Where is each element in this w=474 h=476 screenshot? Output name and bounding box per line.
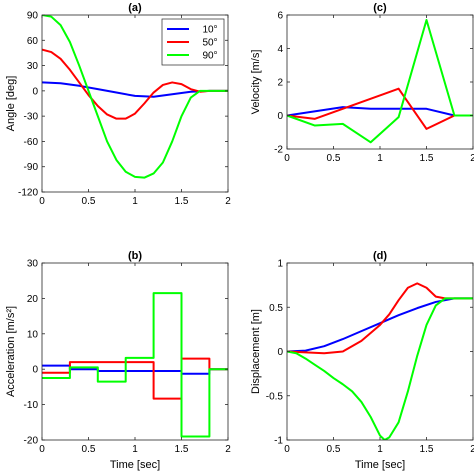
legend-label: 50° — [202, 38, 217, 49]
y-tick-label: 1 — [277, 259, 283, 270]
y-axis-label: Acceleration [m/s²] — [5, 306, 17, 397]
y-tick-label: 0.5 — [269, 303, 283, 314]
y-tick-label: 0 — [32, 365, 38, 376]
y-tick-label: -2 — [274, 145, 283, 156]
panel-title: (a) — [128, 2, 142, 14]
x-tick-label: 1.5 — [420, 444, 434, 455]
x-tick-label: 1 — [132, 444, 138, 455]
x-tick-label: 0.5 — [327, 444, 341, 455]
y-tick-label: 4 — [277, 44, 283, 55]
y-tick-label: -0.5 — [266, 391, 284, 402]
x-tick-label: 0.5 — [327, 153, 341, 164]
y-tick-label: -30 — [24, 112, 39, 123]
legend: 10° 50° 90° — [161, 18, 225, 66]
x-tick-label: 0 — [39, 196, 45, 207]
legend-label: 90° — [202, 51, 217, 62]
series-line-d-2 — [287, 282, 473, 355]
y-tick-label: -10 — [24, 400, 39, 411]
x-tick-label: 0.5 — [82, 196, 96, 207]
plot-area — [42, 263, 228, 440]
y-axis-label: Angle [deg] — [5, 76, 17, 132]
y-tick-label: -120 — [18, 188, 38, 199]
x-tick-label: 2 — [225, 196, 231, 207]
x-axis-label: Time [sec] — [355, 459, 405, 471]
series-line-c-3 — [287, 19, 473, 144]
x-tick-label: 0 — [284, 153, 290, 164]
x-tick-label: 2 — [470, 153, 474, 164]
x-axis-label: Time [sec] — [110, 459, 160, 471]
y-tick-label: -20 — [24, 436, 39, 447]
panel-title: (c) — [373, 2, 387, 14]
plot-area — [287, 263, 473, 440]
y-tick-label: 60 — [27, 36, 39, 47]
x-tick-label: 1.5 — [175, 444, 189, 455]
y-tick-label: 0 — [277, 347, 283, 358]
y-tick-label: 0 — [277, 111, 283, 122]
x-tick-label: 2 — [225, 444, 231, 455]
x-tick-label: 0 — [39, 444, 45, 455]
x-tick-label: 1.5 — [175, 196, 189, 207]
legend-label: 10° — [202, 25, 217, 36]
panel-title: (b) — [128, 250, 142, 262]
y-tick-label: 10 — [27, 329, 39, 340]
y-tick-label: -60 — [24, 137, 39, 148]
plot-area — [287, 15, 473, 149]
y-tick-label: 30 — [27, 259, 39, 270]
series-line-a-3 — [42, 15, 228, 179]
series-line-b-3 — [42, 292, 228, 438]
x-tick-label: 0 — [284, 444, 290, 455]
series-line-a-2 — [42, 48, 228, 120]
y-tick-label: 2 — [277, 78, 283, 89]
x-tick-label: 2 — [470, 444, 474, 455]
y-tick-label: 0 — [32, 86, 38, 97]
x-tick-label: 1 — [377, 153, 383, 164]
series-line-d-3 — [287, 297, 473, 440]
panel-a: 0 0.5 1 1.5 2 -120 -90 -60 -30 0 30 60 90 (a) Angle [d… — [5, 2, 231, 207]
x-tick-label: 0.5 — [82, 444, 96, 455]
panel-b: 0 0.5 1 1.5 2 -20 -10 0 10 20 30 (b) Acceleration [m… — [5, 250, 231, 471]
y-tick-label: 90 — [27, 11, 39, 22]
y-tick-label: -90 — [24, 162, 39, 173]
y-tick-label: -1 — [274, 436, 283, 447]
y-tick-label: 6 — [277, 11, 283, 22]
x-tick-label: 1.5 — [420, 153, 434, 164]
x-tick-label: 1 — [132, 196, 138, 207]
x-tick-label: 1 — [377, 444, 383, 455]
panel-d: 0 0.5 1 1.5 2 -1 -0.5 0 0.5 1 (d) Displacement [m] T… — [250, 250, 474, 471]
y-tick-label: 20 — [27, 294, 39, 305]
panel-title: (d) — [373, 250, 387, 262]
y-axis-label: Displacement [m] — [250, 309, 262, 394]
y-axis-label: Velocity [m/s] — [250, 50, 262, 115]
y-tick-label: 30 — [27, 61, 39, 72]
